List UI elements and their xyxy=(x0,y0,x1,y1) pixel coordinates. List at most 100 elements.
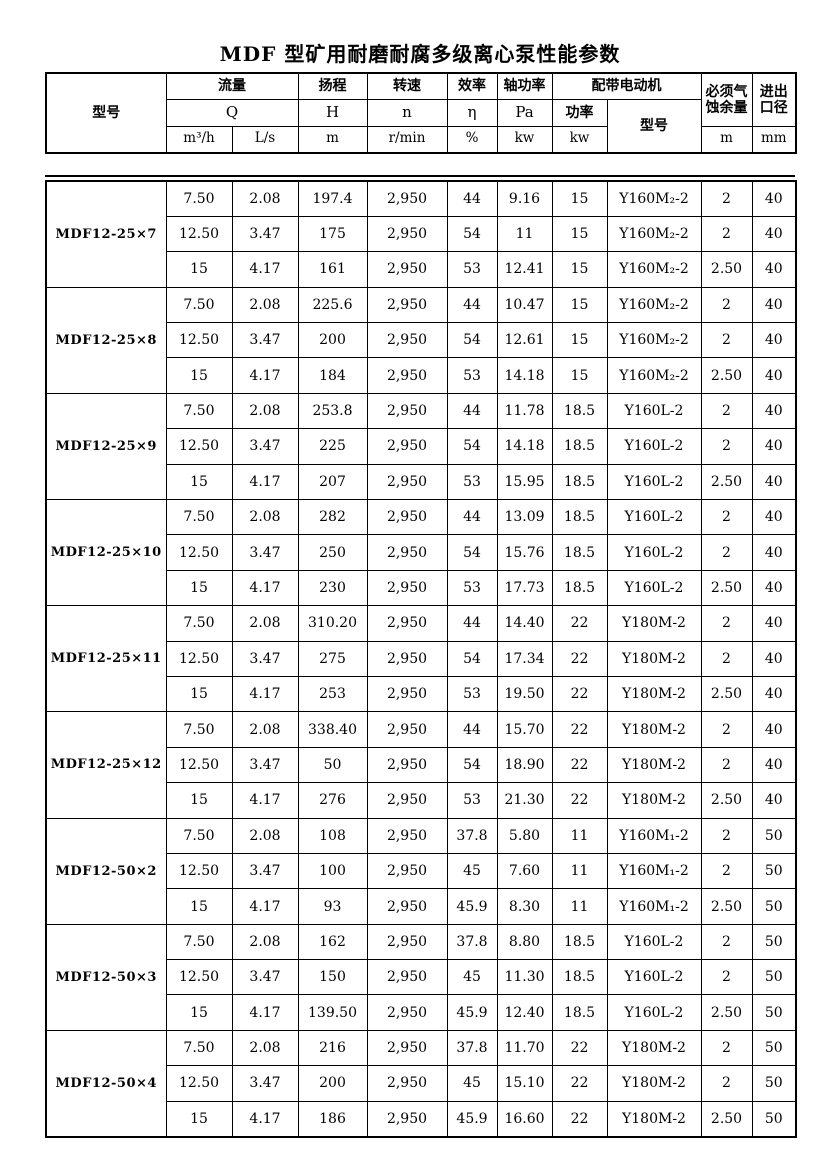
data-cell: 18.5 xyxy=(551,534,608,571)
data-cell: 2.50 xyxy=(700,251,753,288)
data-cell: 2.50 xyxy=(700,888,753,925)
table-row: 15 4.17 186 2,950 45.9 16.60 22 Y180M-2 2.50 50 xyxy=(46,1100,797,1138)
data-cell: 12.50 xyxy=(165,428,233,465)
data-cell: 45 xyxy=(446,959,498,996)
data-cell: 2,950 xyxy=(366,888,448,925)
pump-table-body: MDF12-25×7 7.50 2.08 197.4 2,950 44 9.16 15 Y160… xyxy=(45,180,797,1138)
table-row: 15 4.17 139.50 2,950 45.9 12.40 18.5 Y160L-2 2.5… xyxy=(46,994,797,1031)
data-cell: 4.17 xyxy=(231,782,299,819)
header-shaft-power-symbol: Pa xyxy=(496,99,553,127)
data-cell: 2.50 xyxy=(700,675,753,713)
data-cell: 18.5 xyxy=(551,569,608,607)
header-motor-power-unit: kw xyxy=(551,125,608,153)
data-cell: Y160M₂-2 xyxy=(606,251,702,288)
data-cell: 15 xyxy=(165,782,233,819)
data-cell: Y160L-2 xyxy=(606,569,702,607)
header-head: 扬程 xyxy=(297,72,368,100)
data-cell: 2,950 xyxy=(366,817,448,854)
pump-model-cell: MDF12-50×2 xyxy=(45,817,167,925)
data-cell: 44 xyxy=(446,392,498,430)
data-cell: 22 xyxy=(551,1029,608,1067)
data-cell: 54 xyxy=(446,640,498,677)
data-cell: 22 xyxy=(551,675,608,713)
data-cell: 40 xyxy=(751,605,797,642)
data-cell: 2,950 xyxy=(366,251,448,288)
data-cell: 162 xyxy=(297,923,368,961)
data-cell: 50 xyxy=(297,746,368,784)
data-cell: 22 xyxy=(551,640,608,677)
data-cell: 14.18 xyxy=(496,357,553,394)
data-cell: 12.40 xyxy=(496,994,553,1031)
data-cell: 7.50 xyxy=(165,180,233,217)
data-cell: 225 xyxy=(297,428,368,465)
header-flow-unit-m3h: m³/h xyxy=(165,125,233,153)
data-cell: 50 xyxy=(751,817,797,854)
data-cell: 2.08 xyxy=(231,180,299,217)
header-speed: 转速 xyxy=(366,72,448,100)
data-cell: 44 xyxy=(446,499,498,536)
data-cell: 2 xyxy=(700,711,753,748)
data-cell: 14.40 xyxy=(496,605,553,642)
data-cell: 37.8 xyxy=(446,817,498,854)
data-cell: 2 xyxy=(700,499,753,536)
data-cell: 197.4 xyxy=(297,180,368,217)
data-cell: 21.30 xyxy=(496,782,553,819)
table-row: 15 4.17 230 2,950 53 17.73 18.5 Y160L-2 2.50 40 xyxy=(46,569,797,607)
data-cell: 16.60 xyxy=(496,1100,553,1138)
data-cell: 2,950 xyxy=(366,1100,448,1138)
header-speed-symbol: n xyxy=(366,99,448,127)
data-cell: 275 xyxy=(297,640,368,677)
data-cell: 40 xyxy=(751,215,797,253)
data-cell: 2.08 xyxy=(231,711,299,748)
header-npsh: 必须气 蚀余量 xyxy=(700,72,753,127)
data-cell: 53 xyxy=(446,569,498,607)
data-cell: 2,950 xyxy=(366,711,448,748)
data-cell: 2,950 xyxy=(366,534,448,571)
data-cell: 2 xyxy=(700,322,753,359)
data-cell: 4.17 xyxy=(231,251,299,288)
data-cell: 2.08 xyxy=(231,392,299,430)
header-table: 型号 流量 扬程 转速 效率 轴功率 配带电动机 必须气 蚀余量 进出 口径 Q H… xyxy=(45,72,797,154)
data-cell: 7.50 xyxy=(165,923,233,961)
table-row: 12.50 3.47 175 2,950 54 11 15 Y160M₂-2 2 40 xyxy=(46,215,797,253)
table-row: 12.50 3.47 200 2,950 54 12.61 15 Y160M₂-2 2 40 xyxy=(46,322,797,359)
data-cell: 18.5 xyxy=(551,923,608,961)
data-cell: 2.50 xyxy=(700,994,753,1031)
data-cell: 230 xyxy=(297,569,368,607)
data-cell: 50 xyxy=(751,923,797,961)
data-cell: 53 xyxy=(446,782,498,819)
table-row: MDF12-50×4 7.50 2.08 216 2,950 37.8 11.70 22 Y18… xyxy=(45,1029,797,1138)
data-cell: 3.47 xyxy=(231,640,299,677)
data-cell: 18.5 xyxy=(551,994,608,1031)
data-cell: 2 xyxy=(700,959,753,996)
data-cell: 45 xyxy=(446,852,498,890)
data-cell: 2,950 xyxy=(366,180,448,217)
pump-model-cell: MDF12-50×3 xyxy=(45,923,167,1031)
data-cell: 18.5 xyxy=(551,428,608,465)
pump-model-cell: MDF12-25×7 xyxy=(45,180,167,288)
data-cell: 2,950 xyxy=(366,675,448,713)
data-cell: 54 xyxy=(446,534,498,571)
data-cell: 2 xyxy=(700,180,753,217)
pump-model-cell: MDF12-25×9 xyxy=(45,392,167,501)
table-row: 15 4.17 184 2,950 53 14.18 15 Y160M₂-2 2.50 40 xyxy=(46,357,797,394)
header-pump-model: 型号 xyxy=(45,72,167,153)
data-cell: Y160L-2 xyxy=(606,392,702,430)
data-cell: Y160L-2 xyxy=(606,499,702,536)
data-cell: 2,950 xyxy=(366,428,448,465)
data-cell: 225.6 xyxy=(297,286,368,324)
data-cell: Y160L-2 xyxy=(606,463,702,501)
data-cell: 5.80 xyxy=(496,817,553,854)
data-cell: 7.50 xyxy=(165,1029,233,1067)
data-cell: 2,950 xyxy=(366,923,448,961)
table-row: 12.50 3.47 275 2,950 54 17.34 22 Y180M-2 2 40 xyxy=(46,640,797,677)
table-top-rule xyxy=(45,175,795,177)
table-row: MDF12-25×9 7.50 2.08 253.8 2,950 44 11.78 18.5 Y… xyxy=(45,392,797,501)
data-cell: 15 xyxy=(551,357,608,394)
data-cell: 12.50 xyxy=(165,322,233,359)
header-port-unit: mm xyxy=(751,125,797,153)
data-cell: 2.08 xyxy=(231,286,299,324)
data-cell: 2,950 xyxy=(366,286,448,324)
data-cell: 15 xyxy=(165,994,233,1031)
